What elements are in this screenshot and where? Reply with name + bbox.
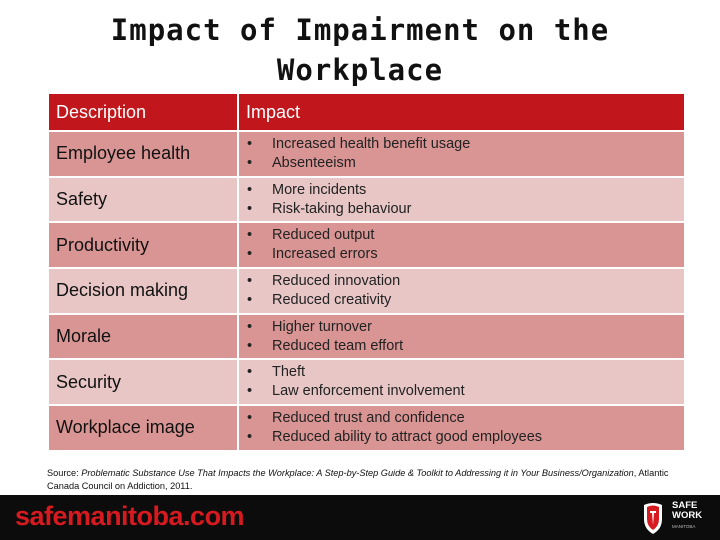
table-row: Safety • More incidents • Risk-taking beha… xyxy=(47,175,686,224)
impact-item: • More incidents xyxy=(247,181,684,200)
table-row: Morale • Higher turnover • Reduced team ef… xyxy=(47,312,686,361)
impact-text: More incidents xyxy=(272,181,367,198)
impact-item: • Risk-taking behaviour xyxy=(247,200,684,219)
impact-text: Reduced ability to attract good employee… xyxy=(272,428,543,445)
row-impact-cell: • Higher turnover • Reduced team effort xyxy=(237,312,686,361)
safe-work-logo-icon xyxy=(644,503,662,534)
impact-text: Reduced team effort xyxy=(272,337,404,354)
impact-text: Theft xyxy=(272,364,306,381)
impact-text: Increased health benefit usage xyxy=(272,135,471,152)
brand-url: safemanitoba.com xyxy=(15,501,245,531)
bullet-icon: • xyxy=(247,200,253,217)
source-citation: Source: Problematic Substance Use That I… xyxy=(47,467,687,493)
row-impact-cell: • Theft • Law enforcement involvement xyxy=(237,358,686,407)
row-impact-cell: • Reduced innovation • Reduced creativity xyxy=(237,267,686,315)
row-impact-cell: • Increased health benefit usage • Absente… xyxy=(237,130,686,178)
bullet-icon: • xyxy=(247,383,253,400)
bullet-icon: • xyxy=(247,364,253,381)
row-description: Safety xyxy=(47,175,239,224)
impact-item: • Increased health benefit usage xyxy=(247,135,684,154)
impact-item: • Reduced team effort xyxy=(247,337,684,356)
bullet-icon: • xyxy=(247,227,253,244)
impact-text: Reduced output xyxy=(272,227,375,244)
bullet-icon: • xyxy=(247,135,253,152)
impact-item: • Law enforcement involvement xyxy=(247,382,684,401)
impact-item: • Reduced innovation xyxy=(247,272,684,291)
logo-line-1: SAFE xyxy=(672,500,698,511)
column-header-impact: Impact xyxy=(237,92,686,132)
bullet-icon: • xyxy=(247,154,253,171)
row-impact-cell: • Reduced trust and confidence • Reduced a… xyxy=(237,404,686,452)
impact-text: Higher turnover xyxy=(272,318,372,335)
impact-text: Reduced innovation xyxy=(272,272,401,289)
impact-item: • Theft xyxy=(247,363,684,382)
row-description: Productivity xyxy=(47,221,239,270)
slide-title: Impact of Impairment on the Workplace xyxy=(110,13,610,87)
row-description: Workplace image xyxy=(47,404,239,452)
row-description: Employee health xyxy=(47,130,239,178)
row-description: Decision making xyxy=(47,267,239,315)
impact-item: • Reduced ability to attract good employe… xyxy=(247,428,684,447)
impact-text: Reduced trust and confidence xyxy=(272,409,465,426)
row-impact-cell: • Reduced output • Increased errors xyxy=(237,221,686,270)
table-row: Productivity • Reduced output • Increased … xyxy=(47,221,686,270)
impact-item: • Reduced creativity xyxy=(247,291,684,310)
impact-text: Absenteeism xyxy=(272,154,356,171)
logo-subtext: MANITOBA xyxy=(672,524,696,529)
bullet-icon: • xyxy=(247,409,253,426)
row-description: Security xyxy=(47,358,239,407)
bullet-icon: • xyxy=(247,181,253,198)
bullet-icon: • xyxy=(247,291,253,308)
table-header-row: Description Impact xyxy=(47,92,686,132)
impact-item: • Increased errors xyxy=(247,245,684,264)
impact-text: Increased errors xyxy=(272,246,378,263)
impact-item: • Higher turnover xyxy=(247,318,684,337)
table-row: Employee health • Increased health benefi… xyxy=(47,130,686,178)
logo-line-2: WORK xyxy=(672,510,703,521)
column-header-description: Description xyxy=(47,92,239,132)
source-suffix: , Atlantic Canada Council on Addiction, … xyxy=(47,468,669,491)
footer-bar: safemanitoba.com SAFE WORK MANITOBA xyxy=(0,495,720,540)
bullet-icon: • xyxy=(247,272,253,289)
table-row: Decision making • Reduced innovation • Red… xyxy=(47,267,686,315)
impact-item: • Absenteeism xyxy=(247,154,684,173)
impact-item: • Reduced output xyxy=(247,226,684,245)
source-title: Problematic Substance Use That Impacts t… xyxy=(81,468,634,478)
impact-text: Reduced creativity xyxy=(272,291,392,308)
source-prefix: Source: xyxy=(47,468,82,478)
bullet-icon: • xyxy=(247,318,253,335)
impact-table: Description Impact Employee health • Incr… xyxy=(47,92,686,452)
bullet-icon: • xyxy=(247,337,253,354)
table-row: Security • Theft • Law enforcement involve… xyxy=(47,358,686,407)
impact-item: • Reduced trust and confidence xyxy=(247,409,684,428)
logo-wordmark: SAFE WORK xyxy=(672,501,702,521)
row-impact-cell: • More incidents • Risk-taking behaviour xyxy=(237,175,686,224)
impact-text: Law enforcement involvement xyxy=(272,383,465,400)
impact-text: Risk-taking behaviour xyxy=(272,200,412,217)
bullet-icon: • xyxy=(247,428,253,445)
bullet-icon: • xyxy=(247,246,253,263)
table-row: Workplace image • Reduced trust and confi… xyxy=(47,404,686,452)
row-description: Morale xyxy=(47,312,239,361)
